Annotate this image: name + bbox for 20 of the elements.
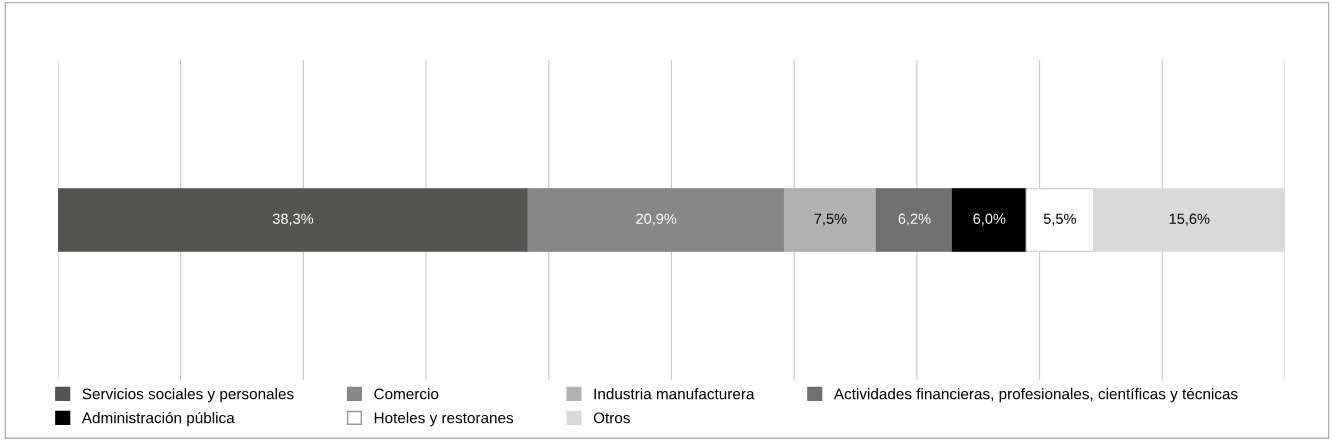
bar — [1093, 188, 1285, 252]
legend-label: Comercio — [374, 388, 439, 400]
data-label: 15,6% — [1169, 213, 1210, 226]
data-label: 7,5% — [814, 213, 847, 226]
bar — [783, 188, 877, 252]
legend-label: Hoteles y restoranes — [374, 412, 514, 427]
legend-label: Administración pública — [81, 411, 235, 427]
legend-label: Otros — [593, 412, 630, 424]
data-label: 6,0% — [973, 213, 1006, 226]
legend-label: Industria manufacturera — [594, 388, 755, 400]
data-label: 5,5% — [1043, 213, 1076, 226]
data-label: 6,2% — [898, 213, 931, 226]
bar — [58, 188, 529, 252]
bar — [951, 188, 1027, 252]
data-label: 38,3% — [272, 213, 314, 226]
bar — [875, 188, 954, 252]
legend-label: Servicios sociales y personales — [82, 388, 294, 403]
data-label: 20,9% — [636, 213, 677, 226]
legend-label: Actividades financieras, profesionales, científicas y técnicas — [833, 387, 1238, 403]
bar — [527, 188, 785, 252]
